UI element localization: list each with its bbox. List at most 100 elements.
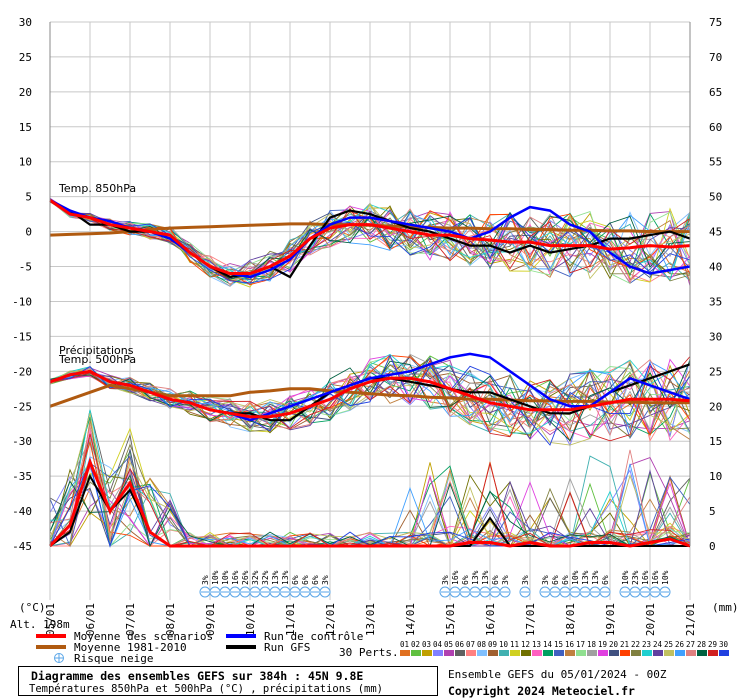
member-color-swatch: [444, 650, 454, 656]
member-number: 19: [598, 640, 607, 649]
member-number: 29: [708, 640, 717, 649]
snow-risk-label: 6%: [551, 575, 560, 585]
x-tick-label: 20/01: [644, 603, 657, 636]
member-number: 03: [422, 640, 431, 649]
member-t850-line: [49, 199, 691, 284]
left-tick-label: -45: [12, 540, 32, 553]
grid: [49, 21, 691, 600]
mean-t500-line: [49, 369, 691, 419]
member-color-swatch: [664, 650, 674, 656]
snow-risk-label: 3%: [541, 575, 550, 585]
member-number: 20: [609, 640, 619, 649]
member-number: 18: [587, 640, 597, 649]
member-t500-line: [49, 366, 691, 440]
copyright: Copyright 2024 Meteociel.fr: [448, 684, 635, 698]
member-number: 22: [631, 640, 640, 649]
snow-risk-row: 3% 10% 10% 16% 26% 32% 32% 13% 13% 6% 6% 6% 3% 3% 16% 6…: [199, 570, 671, 598]
snow-risk-label: 13%: [271, 570, 280, 585]
axes: 302520151050-5-10-15-20-25-30-35-40-4575…: [12, 16, 722, 636]
label-temp-500: Temp. 500hPa: [58, 353, 136, 366]
member-color-swatch: [598, 650, 608, 656]
x-tick-label: 18/01: [564, 603, 577, 636]
member-color-swatch: [466, 650, 476, 656]
right-tick-label: 75: [709, 16, 722, 29]
members-count: 30 Perts.: [339, 646, 399, 659]
snow-risk-label: 6%: [291, 575, 300, 585]
snow-risk-label: 16%: [651, 570, 660, 585]
right-tick-label: 30: [709, 330, 722, 343]
snow-risk-label: 6%: [301, 575, 310, 585]
snow-risk-label: 13%: [281, 570, 290, 585]
snow-risk-label: 3%: [321, 575, 330, 585]
x-tick-label: 17/01: [524, 603, 537, 636]
snow-risk-label: 10%: [211, 570, 220, 585]
label-precip: Précipitations: [59, 344, 134, 357]
snow-risk-label: 10%: [621, 570, 630, 585]
member-number: 14: [543, 640, 553, 649]
member-number: 21: [620, 640, 629, 649]
member-number: 25: [664, 640, 673, 649]
member-color-swatch: [411, 650, 421, 656]
snow-risk-label: 13%: [581, 570, 590, 585]
member-precip-line: [49, 456, 691, 547]
left-tick-label: -35: [12, 470, 32, 483]
member-number: 04: [433, 640, 443, 649]
member-t500-line: [49, 353, 691, 431]
x-tick-label: 07/01: [124, 603, 137, 636]
left-tick-label: 0: [25, 226, 32, 239]
x-tick-label: 16/01: [484, 603, 497, 636]
x-tick-label: 15/01: [444, 603, 457, 636]
mean-t850-line: [49, 198, 691, 275]
snow-risk-label: 16%: [451, 570, 460, 585]
footer-subtitle: Températures 850hPa et 500hPa (°C) , pré…: [29, 683, 384, 695]
right-tick-label: 20: [709, 400, 722, 413]
member-number: 26: [675, 640, 685, 649]
footer-title: Diagramme des ensembles GEFS sur 384h : …: [31, 669, 364, 683]
right-tick-label: 15: [709, 435, 722, 448]
member-number: 23: [642, 640, 651, 649]
snow-risk-label: 3%: [501, 575, 510, 585]
mean-precip-line: [48, 457, 691, 548]
legend-mean: Moyenne des scénarios: [74, 630, 213, 643]
right-tick-label: 55: [709, 156, 722, 169]
member-color-swatch: [653, 650, 663, 656]
member-number: 12: [521, 640, 530, 649]
member-t500-line: [49, 357, 691, 431]
snow-risk-label: 16%: [641, 570, 650, 585]
altitude-label: Alt. 198m: [10, 618, 70, 631]
snow-risk-label: 13%: [471, 570, 480, 585]
snow-risk-label: 10%: [661, 570, 670, 585]
member-number: 07: [466, 640, 475, 649]
snow-risk-label: 3%: [441, 575, 450, 585]
x-tick-label: 10/01: [244, 603, 257, 636]
legend: Moyenne des scénarios Moyenne 1981-2010 …: [36, 630, 363, 665]
left-tick-label: -10: [12, 295, 32, 308]
member-color-swatch: [697, 650, 707, 656]
left-tick-label: 25: [19, 51, 32, 64]
member-legend: 01 02 03 04 05 06 07 08 09 10 11 12 13 14 15 16 17 18 19 20…: [400, 640, 729, 656]
member-number: 05: [444, 640, 453, 649]
x-tick-label: 13/01: [364, 603, 377, 636]
member-t850-line: [49, 199, 691, 282]
snow-risk-label: 10%: [221, 570, 230, 585]
x-tick-label: 12/01: [324, 603, 337, 636]
x-tick-label: 11/01: [284, 603, 297, 636]
member-number: 02: [411, 640, 420, 649]
member-color-swatch: [455, 650, 465, 656]
member-color-swatch: [587, 650, 597, 656]
member-color-swatch: [422, 650, 432, 656]
left-tick-label: 30: [19, 16, 32, 29]
right-tick-label: 25: [709, 365, 722, 378]
right-tick-label: 50: [709, 191, 722, 204]
member-number: 11: [510, 640, 519, 649]
left-tick-label: -40: [12, 505, 32, 518]
member-t500-line: [49, 361, 691, 434]
right-tick-label: 65: [709, 86, 722, 99]
member-number: 16: [565, 640, 575, 649]
member-color-swatch: [554, 650, 564, 656]
member-number: 09: [488, 640, 497, 649]
snow-risk-label: 3%: [201, 575, 210, 585]
snow-risk-label: 6%: [601, 575, 610, 585]
member-color-swatch: [609, 650, 619, 656]
right-tick-label: 40: [709, 261, 722, 274]
